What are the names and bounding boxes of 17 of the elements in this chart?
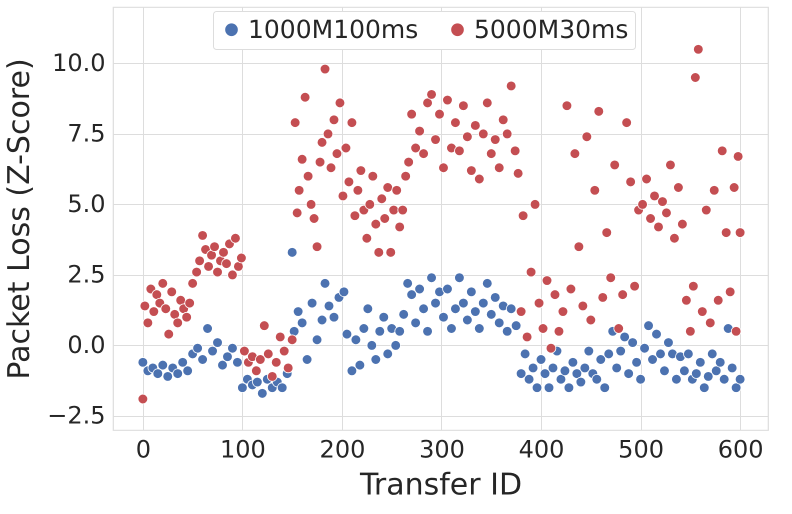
legend-label: 5000M30ms (474, 14, 628, 44)
y-tick-label: 7.5 (67, 119, 106, 148)
legend-label: 1000M100ms (248, 14, 418, 44)
x-tick-label: 400 (518, 436, 564, 464)
x-tick-label: 600 (718, 436, 764, 464)
x-tick-label: 200 (320, 436, 366, 464)
x-tick-label: 300 (419, 436, 465, 464)
y-axis-title: Packet Loss (Z-Score) (2, 58, 38, 380)
y-tick-label: 10.0 (52, 48, 106, 77)
y-tick-label: 5.0 (67, 190, 106, 218)
y-tick-label: 2.5 (67, 260, 106, 288)
y-tick-label: 0.0 (67, 330, 106, 359)
x-tick-label: 500 (618, 436, 664, 464)
x-tick-label: 0 (136, 436, 152, 464)
x-axis-title: Transfer ID (358, 468, 522, 502)
x-tick-label: 100 (220, 436, 266, 464)
y-tick-label: −2.5 (47, 401, 106, 430)
